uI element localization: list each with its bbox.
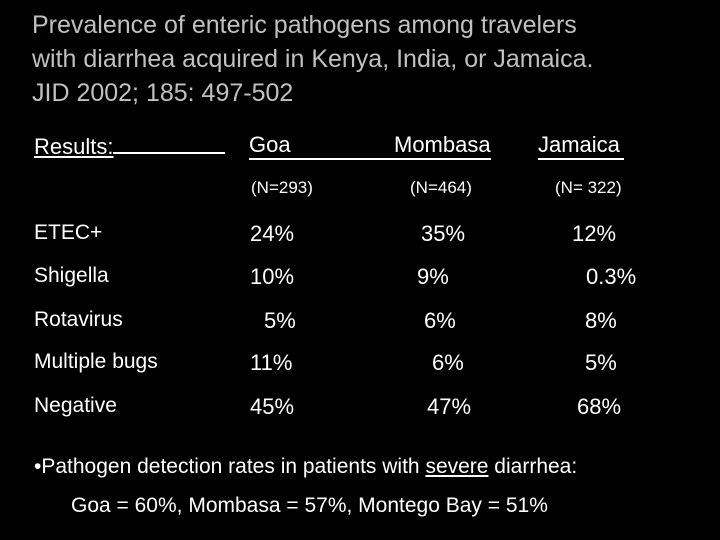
bullet-prefix: •Pathogen detection rates in patients wi… xyxy=(34,455,426,478)
bullet-suffix: diarrhea: xyxy=(488,455,578,478)
cell-etec-goa: 24% xyxy=(250,221,295,246)
row-label-negative: Negative xyxy=(34,394,117,417)
row-label-multiple-bugs: Multiple bugs xyxy=(34,350,158,373)
row-label-rotavirus: Rotavirus xyxy=(34,308,123,331)
cell-etec-jamaica: 12% xyxy=(572,221,617,246)
results-label: Results: xyxy=(34,134,114,159)
n-jamaica: (N= 322) xyxy=(555,178,622,197)
cell-negative-goa: 45% xyxy=(250,394,295,419)
row-label-shigella: Shigella xyxy=(34,264,109,287)
severe-diarrhea-bullet: •Pathogen detection rates in patients wi… xyxy=(34,455,577,479)
cell-negative-jamaica: 68% xyxy=(577,394,622,419)
row-label-etec: ETEC+ xyxy=(34,221,103,244)
cell-etec-mombasa: 35% xyxy=(421,221,466,246)
column-header-mombasa: Mombasa xyxy=(394,132,491,160)
cell-multiple-jamaica: 5% xyxy=(585,350,617,375)
bullet-emphasis: severe xyxy=(425,455,489,478)
cell-multiple-mombasa: 6% xyxy=(432,350,464,375)
title-line-1: Prevalence of enteric pathogens among tr… xyxy=(32,11,577,39)
results-header: Results: xyxy=(34,132,226,160)
column-header-goa: Goa xyxy=(249,132,429,160)
cell-rotavirus-goa: 5% xyxy=(264,308,296,333)
detection-rate-summary: Goa = 60%, Mombasa = 57%, Montego Bay = … xyxy=(71,494,548,517)
cell-shigella-goa: 10% xyxy=(250,264,295,289)
n-goa: (N=293) xyxy=(251,178,313,197)
cell-multiple-goa: 11% xyxy=(250,350,293,375)
cell-negative-mombasa: 47% xyxy=(427,394,472,419)
title-line-2: with diarrhea acquired in Kenya, India, … xyxy=(32,45,594,73)
results-underline xyxy=(113,132,226,154)
cell-rotavirus-jamaica: 8% xyxy=(585,308,617,333)
cell-shigella-jamaica: 0.3% xyxy=(586,264,637,289)
cell-rotavirus-mombasa: 6% xyxy=(424,308,456,333)
n-mombasa: (N=464) xyxy=(410,178,472,197)
slide-title: Prevalence of enteric pathogens among tr… xyxy=(32,8,593,110)
column-header-jamaica: Jamaica xyxy=(538,132,624,160)
cell-shigella-mombasa: 9% xyxy=(417,264,449,289)
title-line-3: JID 2002; 185: 497-502 xyxy=(32,79,294,107)
